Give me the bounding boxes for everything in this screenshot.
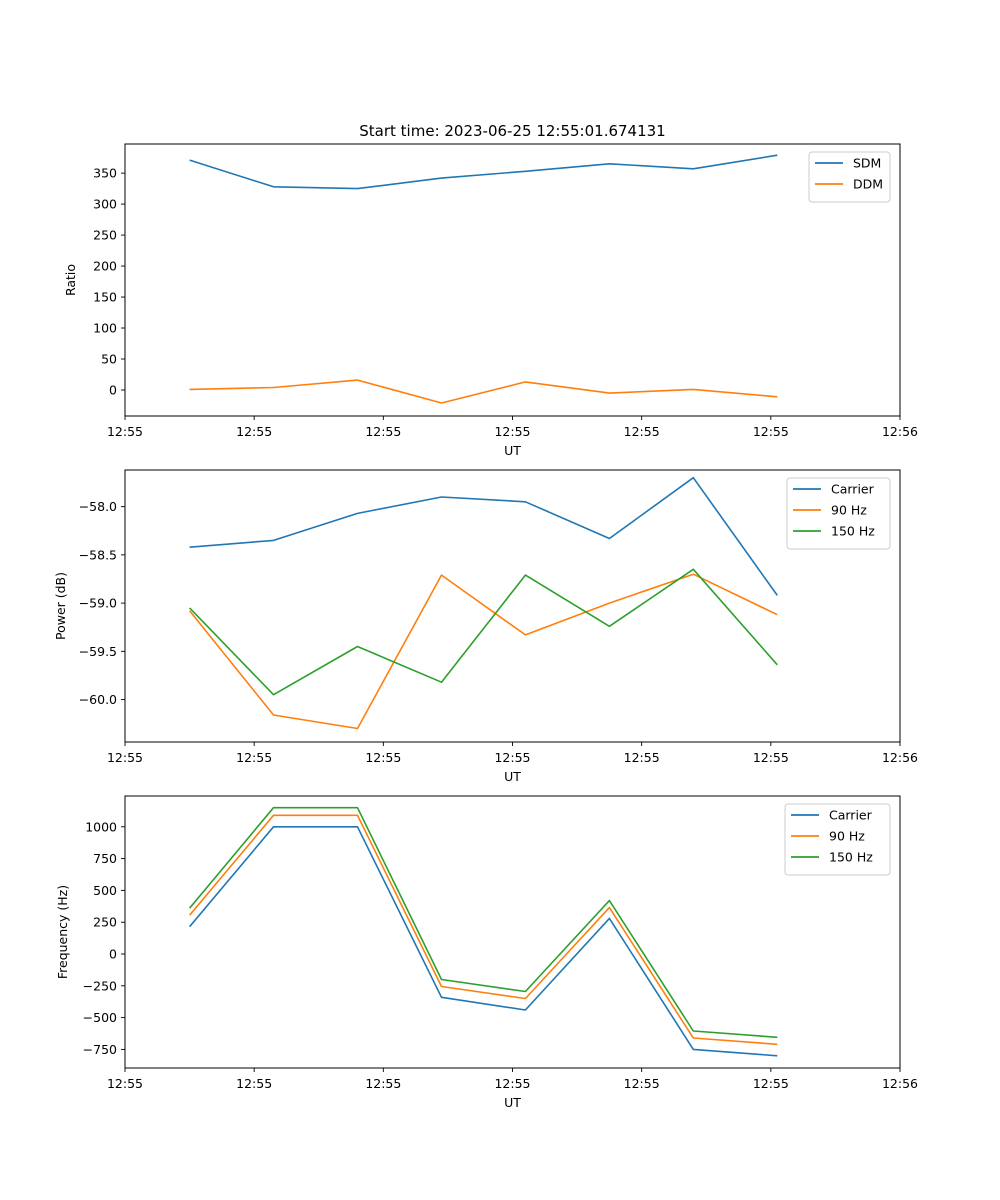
series-line-3-1 [188,825,778,1057]
x-tick-label: 12:55 [365,1076,401,1091]
series-line-2-3 [189,568,778,696]
legend-label: 90 Hz [829,829,865,844]
series-line-1-1 [189,154,778,190]
y-tick-label: 200 [93,259,117,274]
y-tick-label: −500 [83,1010,117,1025]
x-tick-label: 12:55 [494,424,530,439]
y-tick-label: 50 [101,351,117,366]
x-tick-label: 12:55 [107,424,143,439]
legend-label: 150 Hz [829,850,873,865]
y-tick-label: −60.0 [79,692,117,707]
series-line-3-2 [188,814,778,1046]
legend-label: 90 Hz [831,503,867,518]
legend-label: 150 Hz [831,524,875,539]
y-tick-label: 750 [93,851,117,866]
x-tick-label: 12:56 [882,424,918,439]
legend: Carrier 90 Hz 150 Hz [784,803,891,876]
series-line-3-3 [188,806,778,1039]
y-tick-label: 100 [93,321,117,336]
y-axis-label: Power (dB) [53,572,68,640]
y-tick-label: −58.5 [79,547,117,562]
chart-panel-2: 12:55 12:55 12:55 12:55 12:55 12:55 12:56 −60.0… [53,469,918,784]
x-axis-label: UT [504,1095,521,1110]
chart-panel-1: 12:55 12:55 12:55 12:55 12:55 12:55 12:56 0 50 10… [63,143,918,458]
x-tick-label: 12:55 [753,1076,789,1091]
legend-box [808,151,891,203]
x-tick-label: 12:55 [624,424,660,439]
x-tick-label: 12:56 [882,1076,918,1091]
x-tick-label: 12:55 [494,1076,530,1091]
x-tick-label: 12:55 [753,750,789,765]
x-tick-label: 12:55 [365,424,401,439]
x-tick-label: 12:56 [882,750,918,765]
y-tick-label: 350 [93,166,117,181]
y-tick-label: −59.5 [79,644,117,659]
x-tick-label: 12:55 [624,750,660,765]
legend-label: Carrier [831,482,875,497]
legend: SDM DDM [808,151,891,203]
y-tick-label: −59.0 [79,596,117,611]
figure-title: Start time: 2023-06-25 12:55:01.674131 [359,122,665,140]
y-tick-label: 1000 [85,819,117,834]
y-tick-label: 250 [93,228,117,243]
legend-label: DDM [853,177,883,192]
y-tick-label: −58.0 [79,499,117,514]
x-axis-label: UT [504,443,521,458]
legend-label: Carrier [829,808,873,823]
y-tick-label: −250 [83,978,117,993]
x-tick-label: 12:55 [236,750,272,765]
legend: Carrier 90 Hz 150 Hz [786,477,891,550]
series-line-1-2 [189,379,778,404]
x-tick-label: 12:55 [624,1076,660,1091]
x-axis-label: UT [504,769,521,784]
y-tick-label: 150 [93,290,117,305]
x-tick-label: 12:55 [236,1076,272,1091]
chart-panel-3: 12:55 12:55 12:55 12:55 12:55 12:55 12:56 −750 −… [55,795,918,1110]
x-tick-label: 12:55 [107,1076,143,1091]
x-tick-label: 12:55 [494,750,530,765]
y-tick-label: 300 [93,197,117,212]
y-axis-label: Ratio [63,264,78,296]
x-tick-label: 12:55 [236,424,272,439]
y-tick-label: 0 [109,947,117,962]
y-tick-label: 500 [93,883,117,898]
legend-label: SDM [853,156,881,171]
y-tick-label: −750 [83,1042,117,1057]
y-axis-label: Frequency (Hz) [55,885,70,979]
y-tick-label: 0 [109,382,117,397]
x-tick-label: 12:55 [107,750,143,765]
series-line-2-1 [189,476,778,596]
x-tick-label: 12:55 [365,750,401,765]
x-tick-label: 12:55 [753,424,789,439]
y-tick-label: 250 [93,915,117,930]
